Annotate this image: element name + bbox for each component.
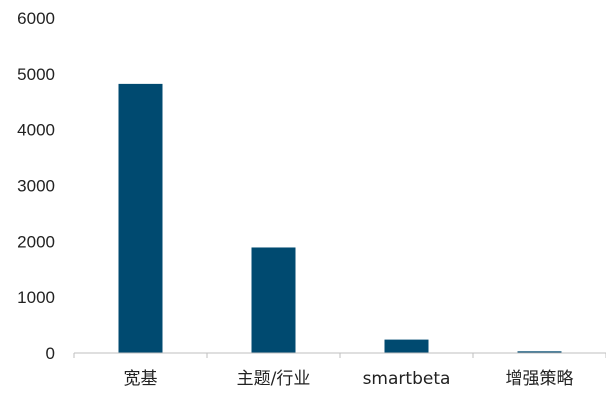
y-axis-tick-labels: 0 1000 2000 3000 4000 5000 6000 [17, 9, 55, 363]
y-tick-label: 6000 [17, 9, 55, 28]
y-tick-label: 2000 [17, 232, 55, 251]
bar [251, 247, 296, 353]
x-category-label: 宽基 [124, 369, 158, 389]
y-tick-label: 3000 [17, 177, 55, 196]
bar [384, 339, 429, 353]
x-category-label: smartbeta [363, 369, 451, 389]
y-tick-label: 0 [46, 344, 55, 363]
x-axis-tick-marks [73, 353, 606, 358]
x-category-label: 主题/行业 [237, 369, 311, 389]
bar [517, 351, 562, 353]
y-tick-label: 4000 [17, 121, 55, 140]
bar [118, 83, 163, 353]
x-category-label: 增强策略 [506, 369, 574, 389]
y-tick-label: 5000 [17, 65, 55, 84]
y-tick-label: 1000 [17, 288, 55, 307]
x-axis-category-labels: 宽基 主题/行业 smartbeta 增强策略 [124, 369, 574, 389]
bars [118, 83, 562, 353]
